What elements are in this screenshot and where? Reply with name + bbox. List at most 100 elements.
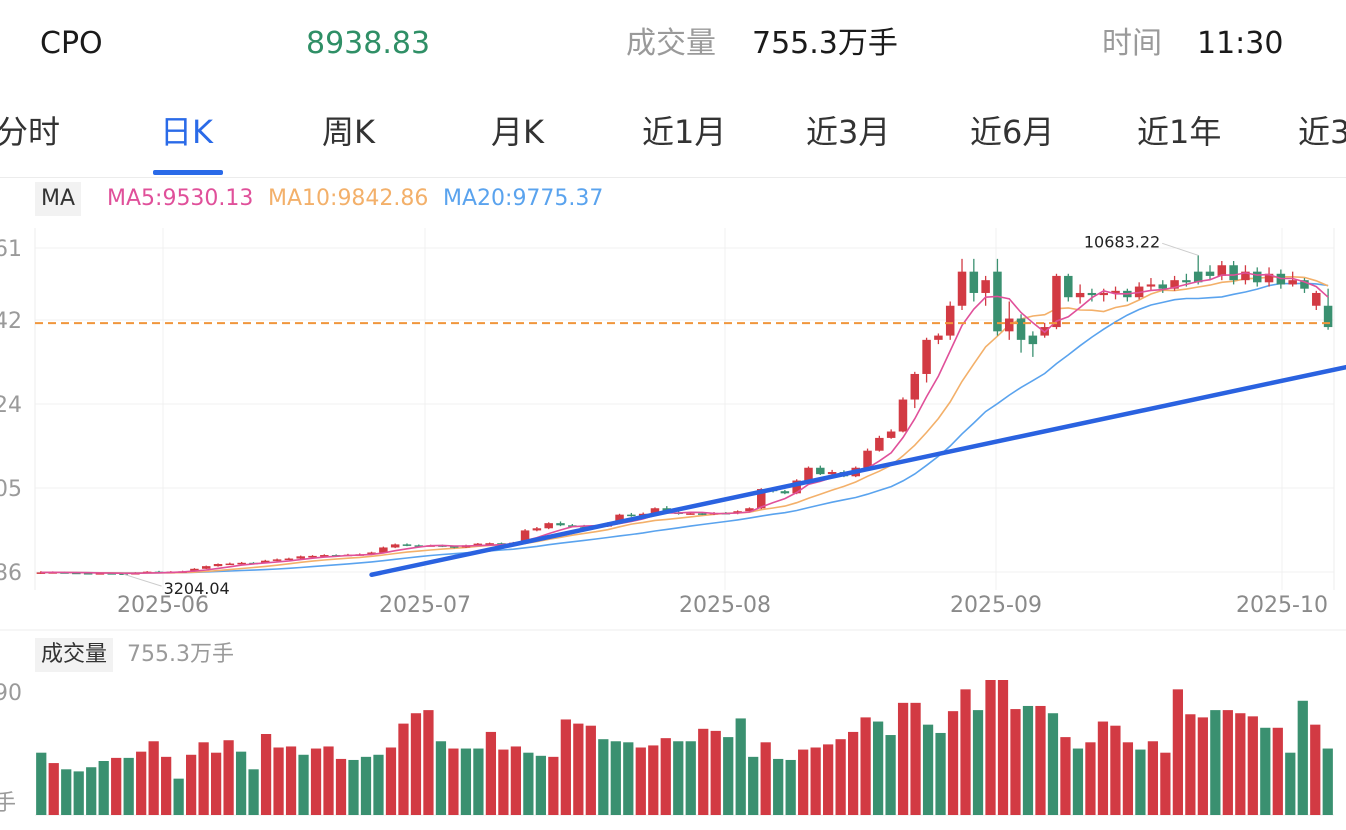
x-tick-label: 2025-07 bbox=[379, 593, 471, 618]
candle-body bbox=[390, 544, 400, 548]
volume-bar bbox=[897, 702, 909, 815]
candle bbox=[1300, 278, 1309, 293]
ma-indicator-label[interactable]: MA bbox=[35, 182, 82, 216]
volume-bar bbox=[548, 756, 559, 815]
volume-axis-unit: 手 bbox=[0, 791, 16, 816]
candle-body bbox=[1064, 275, 1073, 298]
volume-bar bbox=[1060, 737, 1071, 815]
candle-body bbox=[367, 552, 376, 555]
volume-bar bbox=[710, 730, 721, 815]
volume-bar bbox=[885, 735, 896, 815]
candle bbox=[532, 527, 542, 532]
volume-bar bbox=[823, 744, 834, 815]
candle-body bbox=[650, 508, 660, 514]
tab-monthly-k[interactable]: 月K bbox=[491, 113, 544, 151]
candle-body bbox=[745, 508, 754, 512]
candle-body bbox=[72, 572, 81, 575]
volume-bar bbox=[723, 737, 734, 815]
candle bbox=[1193, 255, 1203, 285]
candle-body bbox=[414, 545, 424, 547]
candle-body bbox=[1264, 273, 1274, 283]
x-tick-label: 2025-10 bbox=[1236, 593, 1328, 618]
tab-1-month[interactable]: 近1月 bbox=[642, 113, 727, 151]
volume-bar bbox=[1135, 749, 1146, 815]
candle-body bbox=[957, 271, 967, 306]
candle-body bbox=[213, 564, 223, 567]
ma5-legend: MA5:9530.13 bbox=[107, 186, 254, 211]
candle bbox=[1123, 288, 1132, 302]
y-tick-label: 86 bbox=[0, 561, 22, 586]
ma20-line bbox=[40, 282, 1329, 574]
candle-body bbox=[686, 513, 695, 515]
volume-bar bbox=[1085, 742, 1096, 815]
candle bbox=[390, 543, 400, 549]
candle bbox=[910, 371, 920, 409]
candle bbox=[945, 301, 955, 340]
volume-value: 755.3万手 bbox=[752, 26, 898, 61]
x-tick-label: 2025-08 bbox=[679, 593, 771, 618]
candle bbox=[780, 489, 790, 495]
volume-bar bbox=[1310, 724, 1321, 815]
candle-body bbox=[993, 271, 1002, 332]
candle-body bbox=[1252, 271, 1262, 283]
candle-body bbox=[36, 572, 46, 574]
volume-bar bbox=[360, 756, 372, 815]
tab-1-year[interactable]: 近1年 bbox=[1137, 113, 1222, 151]
candle-body bbox=[556, 523, 565, 526]
tab-daily-k[interactable]: 日K bbox=[160, 113, 213, 151]
candle-body bbox=[1052, 275, 1061, 328]
candle bbox=[272, 558, 282, 562]
candle-body bbox=[225, 563, 235, 566]
candle-body bbox=[379, 547, 388, 553]
volume-bar bbox=[698, 728, 709, 815]
volume-bar bbox=[935, 732, 946, 815]
candle-body bbox=[780, 491, 790, 494]
candle bbox=[308, 555, 317, 558]
volume-indicator-label[interactable]: 成交量 bbox=[35, 638, 114, 672]
x-tick-label: 2025-09 bbox=[950, 593, 1042, 618]
volume-bar bbox=[773, 758, 784, 815]
candle-body bbox=[1182, 280, 1191, 283]
volume-bar bbox=[435, 741, 447, 815]
volume-bar bbox=[186, 754, 197, 815]
candle bbox=[804, 466, 813, 482]
volume-bar bbox=[136, 751, 147, 815]
candle bbox=[296, 555, 305, 559]
candle-body bbox=[1170, 280, 1179, 289]
volume-bar bbox=[423, 710, 434, 815]
tab-6-months[interactable]: 近6月 bbox=[970, 113, 1055, 151]
candle-body bbox=[1075, 292, 1085, 298]
candle bbox=[957, 258, 967, 311]
volume-bar bbox=[148, 741, 159, 815]
candle-body bbox=[1312, 292, 1321, 306]
y-tick-label: 24 bbox=[0, 393, 22, 418]
candle-body bbox=[1288, 280, 1297, 285]
candle bbox=[414, 544, 424, 547]
candle bbox=[1004, 301, 1014, 340]
time-label: 时间 bbox=[1102, 26, 1162, 61]
low-annotation: 3204.04 bbox=[164, 579, 230, 598]
tab-intraday[interactable]: 分时 bbox=[0, 113, 61, 151]
candle bbox=[922, 337, 931, 383]
volume-bar bbox=[123, 757, 134, 815]
volume-bar bbox=[585, 725, 596, 815]
candle-body bbox=[1217, 265, 1227, 276]
ma5-line bbox=[40, 272, 1329, 575]
stock-price: 8938.83 bbox=[306, 26, 431, 61]
tab-3-months[interactable]: 近3月 bbox=[806, 113, 891, 151]
volume-bar bbox=[1210, 710, 1221, 815]
volume-bar bbox=[223, 740, 234, 815]
y-tick-label: 05 bbox=[0, 477, 22, 502]
candle bbox=[544, 522, 553, 530]
tab-weekly-k[interactable]: 周K bbox=[322, 113, 375, 151]
volume-bar bbox=[985, 680, 996, 815]
candle-body bbox=[922, 339, 931, 374]
active-tab-indicator bbox=[153, 170, 223, 175]
volume-bar bbox=[560, 719, 571, 815]
candle bbox=[1134, 282, 1144, 300]
tab-3-years[interactable]: 近3 bbox=[1298, 113, 1346, 151]
volume-bar bbox=[1185, 714, 1196, 815]
period-tabs: 分时 日K 周K 月K 近1月 近3月 近6月 近1年 近3 bbox=[0, 88, 1346, 178]
